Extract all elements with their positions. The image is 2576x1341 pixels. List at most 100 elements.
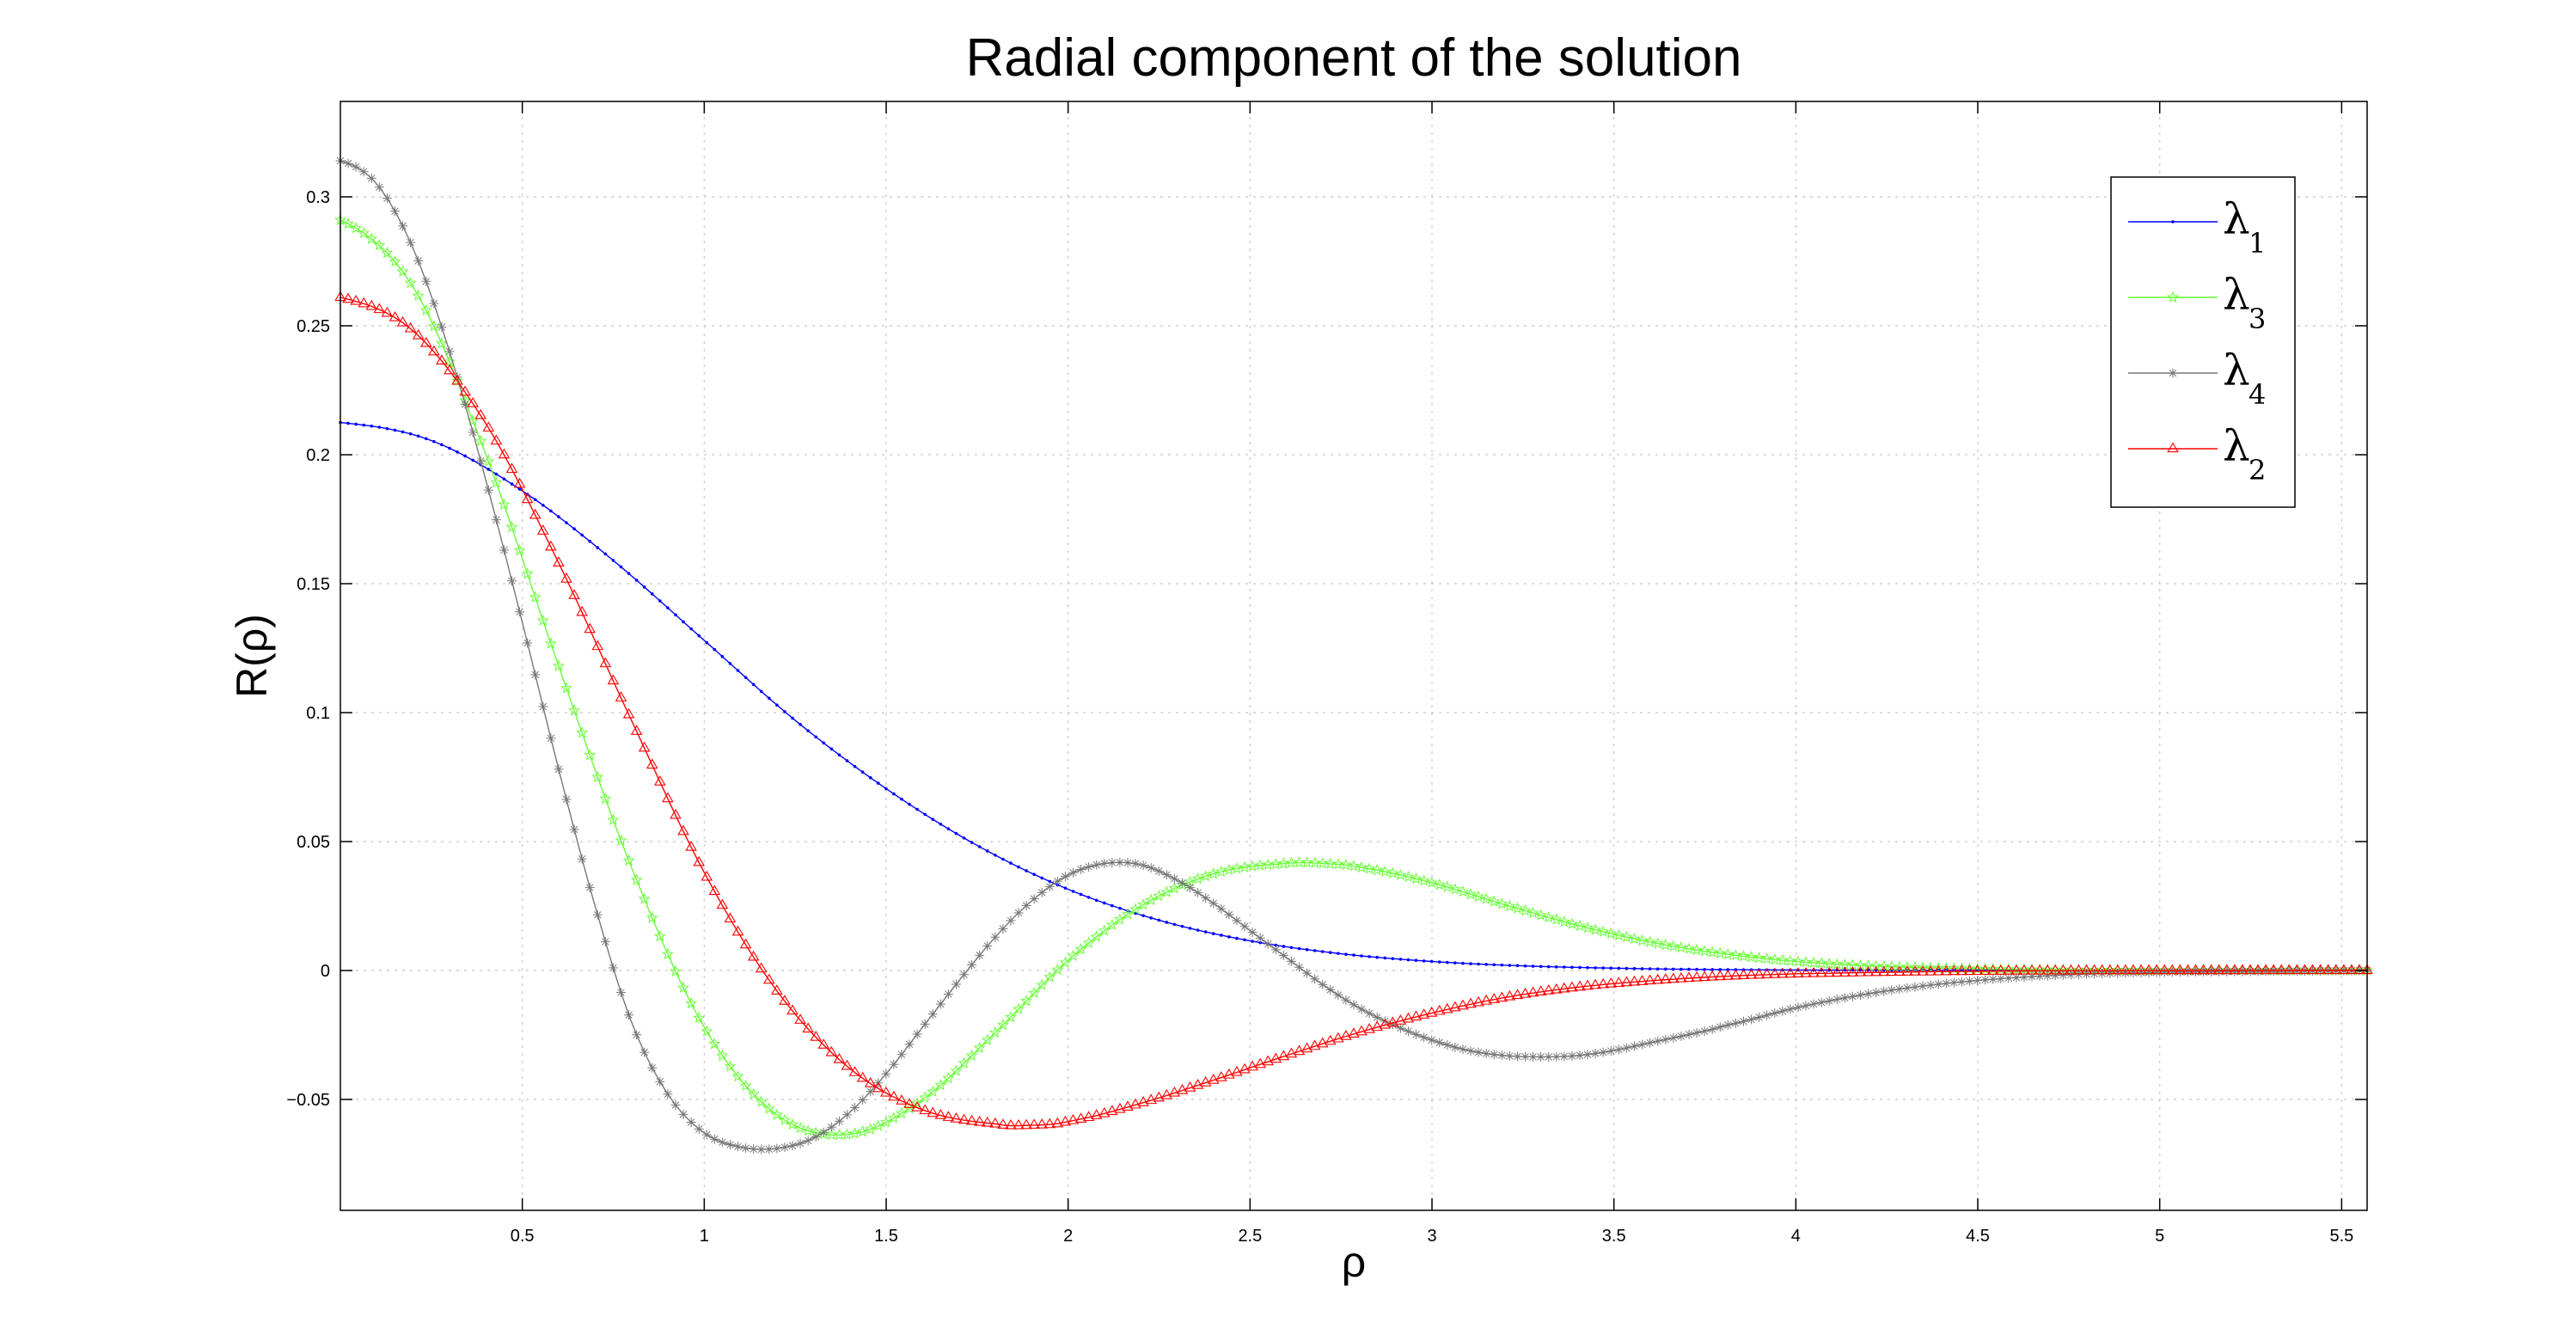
data-point <box>1246 1060 1258 1071</box>
data-point <box>627 572 631 575</box>
data-point <box>1071 890 1075 893</box>
data-point <box>1567 1051 1577 1062</box>
data-point <box>1674 941 1687 953</box>
data-point <box>1730 1018 1741 1028</box>
data-point <box>1663 967 1667 971</box>
data-point <box>1885 965 1898 977</box>
data-point <box>1651 937 1664 949</box>
data-point <box>1277 1050 1290 1061</box>
data-point <box>1488 993 1501 1003</box>
data-point <box>416 434 420 438</box>
data-point <box>1222 863 1235 875</box>
data-point <box>990 932 1000 942</box>
data-point <box>1699 1026 1710 1037</box>
data-point <box>1293 1044 1306 1056</box>
data-point <box>1655 967 1660 971</box>
data-point <box>1371 1020 1384 1032</box>
data-point <box>630 725 643 735</box>
data-point <box>428 345 440 356</box>
data-point <box>1410 1010 1423 1021</box>
data-point <box>1177 878 1187 888</box>
data-point <box>682 620 685 624</box>
data-point <box>1917 964 1929 976</box>
data-point <box>1963 964 1976 976</box>
data-point <box>1286 956 1296 966</box>
data-point <box>1048 879 1052 884</box>
data-point <box>747 950 760 961</box>
chart-title: Radial component of the solution <box>965 28 1741 88</box>
data-point <box>1410 872 1423 885</box>
data-point <box>576 726 589 738</box>
data-point <box>1791 955 1805 967</box>
data-point <box>1598 1047 1608 1057</box>
data-point <box>705 640 709 645</box>
data-point <box>437 321 447 332</box>
data-point <box>919 1091 932 1103</box>
data-point <box>1866 968 1870 972</box>
data-point <box>848 1127 861 1139</box>
data-point <box>1020 995 1033 1007</box>
data-point <box>1348 1027 1360 1038</box>
data-point <box>2244 964 2256 975</box>
data-point <box>1745 951 1758 963</box>
data-point <box>1331 858 1344 870</box>
legend-item: λ3 <box>2128 270 2266 335</box>
data-point <box>975 950 985 960</box>
data-point <box>1457 885 1470 897</box>
data-point <box>1224 909 1234 920</box>
data-point <box>1477 962 1480 966</box>
data-point <box>1349 1000 1359 1010</box>
data-point <box>1402 1012 1415 1023</box>
data-point <box>988 1026 1001 1038</box>
data-point <box>1605 977 1618 988</box>
data-point <box>1168 882 1181 894</box>
data-point <box>1363 1023 1375 1033</box>
data-point <box>1566 981 1578 992</box>
legend-marker <box>2168 368 2178 378</box>
data-point <box>1270 1052 1282 1063</box>
data-point <box>1302 968 1312 978</box>
data-point <box>350 222 363 234</box>
data-point <box>1012 1002 1025 1014</box>
data-point <box>366 173 376 183</box>
data-point <box>725 1140 735 1150</box>
data-point <box>536 614 549 626</box>
data-point <box>1215 865 1227 878</box>
data-point <box>1906 968 1909 972</box>
data-point <box>588 539 592 543</box>
data-point <box>1722 1020 1733 1030</box>
data-point <box>475 456 486 466</box>
data-point <box>791 716 794 720</box>
data-point <box>1629 1041 1639 1051</box>
data-point <box>939 822 943 826</box>
data-point <box>1558 982 1570 993</box>
data-point <box>572 527 576 531</box>
data-point <box>1869 965 1882 977</box>
data-point <box>1203 930 1208 934</box>
data-point <box>544 637 557 649</box>
data-point <box>1099 859 1110 869</box>
data-point <box>1768 952 1781 965</box>
data-point <box>2127 964 2139 975</box>
data-point <box>2275 964 2288 975</box>
data-point <box>1402 870 1415 883</box>
data-point <box>1762 1010 1772 1020</box>
plot-frame <box>340 101 2368 1211</box>
data-point <box>1760 952 1773 964</box>
data-point <box>1318 979 1328 989</box>
data-point <box>377 426 382 429</box>
data-point <box>1698 945 1711 957</box>
data-point <box>401 430 405 434</box>
data-point <box>421 276 431 286</box>
data-point <box>856 1125 869 1137</box>
data-point <box>693 1011 706 1024</box>
data-point <box>600 937 610 947</box>
data-point <box>639 1047 650 1057</box>
data-point <box>646 758 658 769</box>
data-point <box>689 627 693 631</box>
data-point <box>1051 1117 1064 1128</box>
data-point <box>2065 964 2077 975</box>
data-point <box>1090 930 1103 942</box>
data-point <box>1808 966 1820 977</box>
data-point <box>1395 1023 1405 1033</box>
